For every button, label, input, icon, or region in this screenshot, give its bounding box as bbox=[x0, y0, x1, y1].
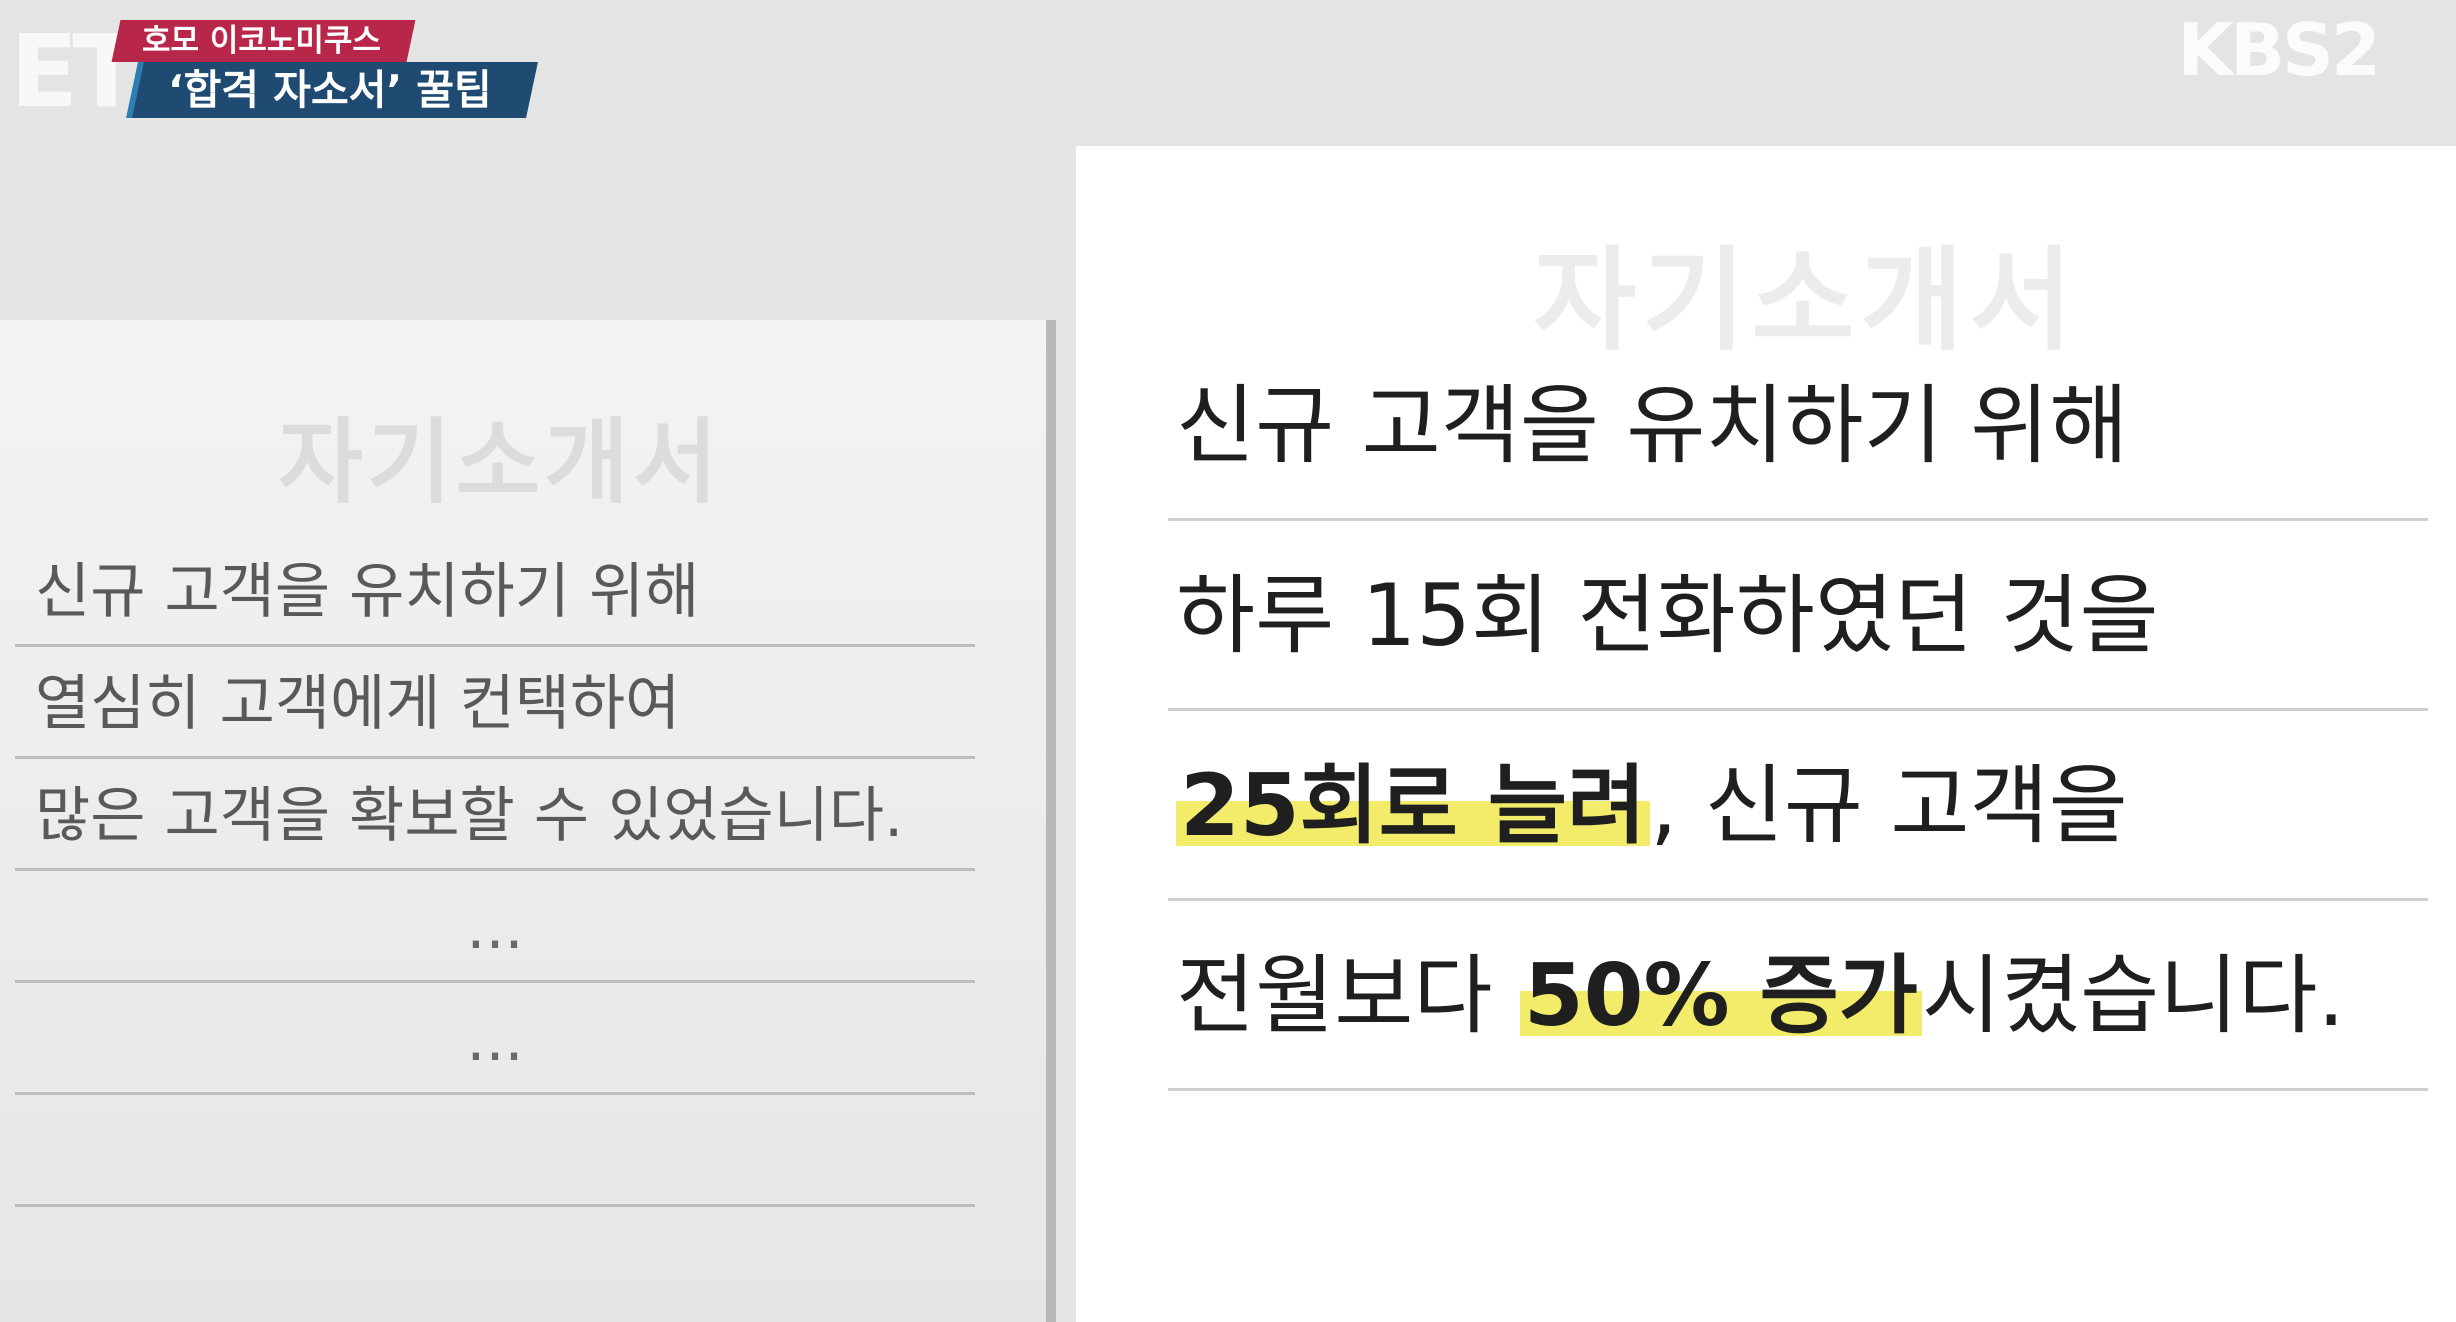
before-resume-card: 자기소개서 신규 고객을 유치하기 위해 열심히 고객에게 컨택하여 많은 고객… bbox=[0, 320, 1046, 1322]
after-line-3-rest: , 신규 고객을 bbox=[1650, 756, 2128, 856]
before-line-1: 신규 고객을 유치하기 위해 bbox=[15, 535, 975, 647]
after-resume-card: 자기소개서 신규 고객을 유치하기 위해 하루 15회 전화하였던 것을 25회… bbox=[1076, 146, 2456, 1322]
before-line-4: ... bbox=[15, 871, 975, 983]
after-resume-title: 자기소개서 bbox=[1533, 236, 2079, 366]
episode-title-text: ‘합격 자소서’ 꿀팁 bbox=[168, 66, 492, 114]
program-name-text: 호모 이코노미쿠스 bbox=[142, 23, 381, 59]
before-line-6 bbox=[15, 1095, 975, 1207]
after-line-1: 신규 고객을 유치하기 위해 bbox=[1168, 331, 2428, 521]
before-resume-title: 자기소개서 bbox=[278, 409, 722, 516]
before-resume-lines: 신규 고객을 유치하기 위해 열심히 고객에게 컨택하여 많은 고객을 확보할 … bbox=[15, 535, 975, 1207]
channel-logo: KBS2 bbox=[2177, 8, 2381, 92]
before-line-5: ... bbox=[15, 983, 975, 1095]
highlight-25-times: 25회로 늘려 bbox=[1176, 756, 1651, 856]
after-line-4: 전월보다 50% 증가시켰습니다. bbox=[1168, 901, 2428, 1091]
after-line-4-end: 시켰습니다. bbox=[1921, 946, 2345, 1046]
program-name-tag: 호모 이코노미쿠스 bbox=[111, 20, 416, 62]
episode-title-banner: ‘합격 자소서’ 꿀팁 bbox=[132, 62, 538, 118]
after-line-4-start: 전월보다 bbox=[1176, 946, 1520, 1046]
highlight-50-percent: 50% 증가 bbox=[1519, 946, 1922, 1046]
before-line-3: 많은 고객을 확보할 수 있었습니다. bbox=[15, 759, 975, 871]
after-resume-lines: 신규 고객을 유치하기 위해 하루 15회 전화하였던 것을 25회로 늘려, … bbox=[1168, 376, 2428, 1091]
before-line-2: 열심히 고객에게 컨택하여 bbox=[15, 647, 975, 759]
after-line-2: 하루 15회 전화하였던 것을 bbox=[1168, 521, 2428, 711]
after-line-3: 25회로 늘려, 신규 고객을 bbox=[1168, 711, 2428, 901]
